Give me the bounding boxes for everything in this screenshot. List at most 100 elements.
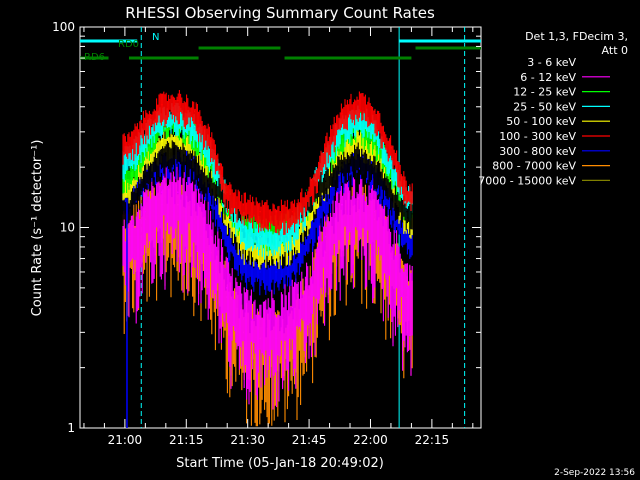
series-100-300-kev <box>122 90 413 236</box>
data-point <box>357 99 360 102</box>
x-tick-label: 21:00 <box>108 433 143 447</box>
data-point <box>210 235 212 238</box>
data-point <box>144 175 147 178</box>
data-point <box>226 235 229 238</box>
legend-entry-label: 300 - 800 keV <box>499 145 576 158</box>
data-point <box>193 203 196 206</box>
legend-entry-label: 12 - 25 keV <box>513 86 576 99</box>
data-point <box>128 203 130 206</box>
series-lines <box>122 90 413 428</box>
data-point <box>128 170 130 173</box>
legend-header-line: Det 1,3, FDecim 3, <box>525 30 628 43</box>
data-point <box>291 264 294 266</box>
data-point <box>308 191 310 193</box>
data-point <box>259 271 261 273</box>
legend-header-line: Att 0 <box>602 44 628 57</box>
y-tick-label: 100 <box>52 20 75 34</box>
data-point <box>308 235 310 238</box>
series-6-12-kev <box>122 161 413 410</box>
data-point <box>160 154 163 156</box>
data-point <box>160 103 163 106</box>
data-point <box>308 287 310 289</box>
data-point <box>341 162 343 164</box>
flag-label: RD6 <box>84 52 105 63</box>
flag-label: RD0 <box>118 39 139 50</box>
data-point <box>226 191 229 193</box>
data-point <box>390 162 392 164</box>
data-point <box>128 143 130 146</box>
data-point <box>357 154 360 156</box>
data-point <box>144 120 147 122</box>
data-point <box>128 240 130 243</box>
data-point <box>193 162 196 164</box>
x-tick-label: 22:15 <box>415 433 450 447</box>
data-point <box>193 125 196 128</box>
data-point <box>160 191 163 193</box>
data-point <box>259 210 261 213</box>
axes: 1 10 100 21:00 21:15 21:30 21:45 22:00 22:15 <box>52 20 481 447</box>
data-point <box>324 235 327 238</box>
data-point <box>341 203 343 206</box>
data-point <box>406 235 409 238</box>
y-tick-label: 10 <box>60 221 75 235</box>
data-point <box>160 140 163 142</box>
data-point <box>390 246 392 248</box>
data-point <box>242 318 245 320</box>
legend-entry-label: 100 - 300 keV <box>499 130 576 143</box>
data-point <box>373 166 376 168</box>
data-point <box>324 146 327 149</box>
data-point <box>259 235 261 238</box>
series-trace <box>122 161 413 410</box>
data-point <box>291 306 294 309</box>
data-point <box>242 226 245 229</box>
data-point <box>177 150 179 153</box>
data-point <box>275 197 278 200</box>
legend-entry-label: 800 - 7000 keV <box>492 160 576 173</box>
x-tick-label: 22:00 <box>353 433 388 447</box>
data-point <box>390 191 392 193</box>
legend-entry-label: 25 - 50 keV <box>513 100 576 113</box>
data-point <box>373 210 376 213</box>
flag-label: N <box>152 32 159 43</box>
series-trace <box>122 90 413 236</box>
data-point <box>259 318 261 320</box>
data-point <box>406 287 409 289</box>
data-point <box>177 99 179 102</box>
data-point <box>193 110 196 113</box>
data-point <box>324 180 327 183</box>
data-point <box>275 235 278 238</box>
data-point <box>210 180 212 183</box>
data-point <box>291 197 294 200</box>
y-tick-label: 1 <box>67 421 75 435</box>
data-point <box>242 203 245 206</box>
flag-row-n: N <box>80 32 481 43</box>
data-point <box>373 110 376 113</box>
data-point <box>341 112 343 115</box>
data-point <box>259 197 261 200</box>
y-axis-label: Count Rate (s⁻¹ detector⁻¹) <box>30 140 45 317</box>
data-point <box>177 191 179 193</box>
legend: Det 1,3, FDecim 3,Att 0 3 - 6 keV 6 - 12 k… <box>478 30 628 187</box>
data-point <box>406 210 409 213</box>
timestamp: 2-Sep-2022 13:56 <box>554 468 635 478</box>
legend-entry-label: 3 - 6 keV <box>527 56 576 69</box>
x-axis-label: Start Time (05-Jan-18 20:49:02) <box>176 456 384 471</box>
data-point <box>144 210 147 213</box>
data-point <box>210 140 212 142</box>
flag-bars: N RD0 RD6 <box>80 32 481 63</box>
legend-entry-label: 7000 - 15000 keV <box>478 174 576 187</box>
chart-title: RHESSI Observing Summary Count Rates <box>125 4 435 22</box>
data-point <box>291 226 294 229</box>
flag-row-rd6: RD6 <box>80 52 412 63</box>
x-tick-label: 21:15 <box>169 433 204 447</box>
data-point <box>128 158 130 160</box>
x-tick-label: 21:45 <box>292 433 327 447</box>
x-tick-label: 21:30 <box>230 433 265 447</box>
flag-row-rd0: RD0 <box>118 39 481 50</box>
data-point <box>226 287 229 289</box>
data-point <box>390 146 392 149</box>
data-point <box>357 197 360 200</box>
legend-entry-label: 6 - 12 keV <box>520 71 576 84</box>
data-point <box>275 210 278 213</box>
